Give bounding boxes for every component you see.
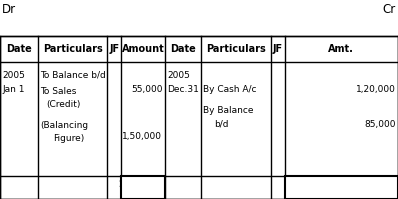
Text: Amount: Amount (122, 44, 165, 54)
Text: 85,000: 85,000 (364, 120, 396, 129)
Text: Amt.: Amt. (328, 44, 354, 54)
Bar (285, 176, 398, 199)
Text: 2,05,000: 2,05,000 (119, 180, 162, 189)
Text: Date: Date (6, 44, 32, 54)
Text: Dec.31: Dec.31 (168, 85, 199, 94)
Text: To Balance b/d: To Balance b/d (40, 71, 106, 80)
Text: 2,05,000: 2,05,000 (352, 180, 396, 189)
Text: (Balancing: (Balancing (40, 121, 88, 130)
Text: Date: Date (170, 44, 196, 54)
Text: By Cash A/c: By Cash A/c (203, 85, 257, 94)
Text: Cr: Cr (383, 3, 396, 17)
Text: Figure): Figure) (53, 134, 84, 143)
Text: By Balance: By Balance (203, 106, 254, 115)
Text: Dr: Dr (2, 3, 16, 17)
Text: JF: JF (273, 44, 283, 54)
Text: 55,000: 55,000 (131, 85, 162, 94)
Bar (121, 176, 165, 199)
Text: b/d: b/d (214, 120, 228, 129)
Text: 2005: 2005 (2, 71, 25, 80)
Text: (Credit): (Credit) (47, 100, 81, 109)
Text: 2005: 2005 (168, 71, 190, 80)
Text: Jan 1: Jan 1 (2, 85, 25, 94)
Text: Particulars: Particulars (43, 44, 103, 54)
Text: To Sales: To Sales (40, 87, 76, 96)
Text: Particulars: Particulars (206, 44, 266, 54)
Bar (0, 36, 398, 199)
Text: JF: JF (109, 44, 119, 54)
Text: 1,50,000: 1,50,000 (122, 132, 162, 141)
Text: 1,20,000: 1,20,000 (356, 85, 396, 94)
